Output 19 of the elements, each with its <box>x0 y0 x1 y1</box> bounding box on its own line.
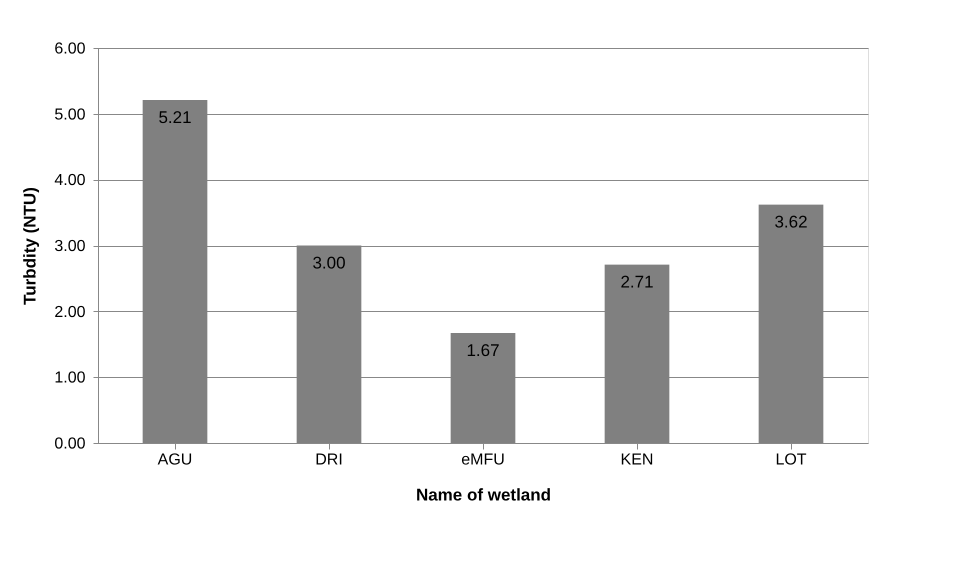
y-tick-label: 3.00 <box>54 238 86 255</box>
data-label: 2.71 <box>620 272 654 292</box>
x-tick-label: eMFU <box>461 452 505 468</box>
data-label: 5.21 <box>158 108 192 128</box>
x-tick-label: LOT <box>775 452 807 468</box>
y-tick-label: 4.00 <box>54 172 86 190</box>
y-tick-label: 6.00 <box>54 40 86 58</box>
x-axis-title: Name of wetland <box>416 486 552 504</box>
x-tick-label: DRI <box>315 452 343 468</box>
y-axis-title: Turbdity (NTU) <box>20 187 40 305</box>
data-label: 3.62 <box>774 212 808 232</box>
y-tick-label: 1.00 <box>54 370 86 387</box>
x-tick-label: AGU <box>158 452 192 468</box>
data-label: 3.00 <box>312 254 346 272</box>
y-tick-label: 5.00 <box>54 106 86 124</box>
y-tick-label: 0.00 <box>54 436 86 452</box>
data-label: 1.67 <box>466 341 500 360</box>
y-tick-label: 2.00 <box>54 304 86 321</box>
x-tick-label: KEN <box>620 452 654 468</box>
